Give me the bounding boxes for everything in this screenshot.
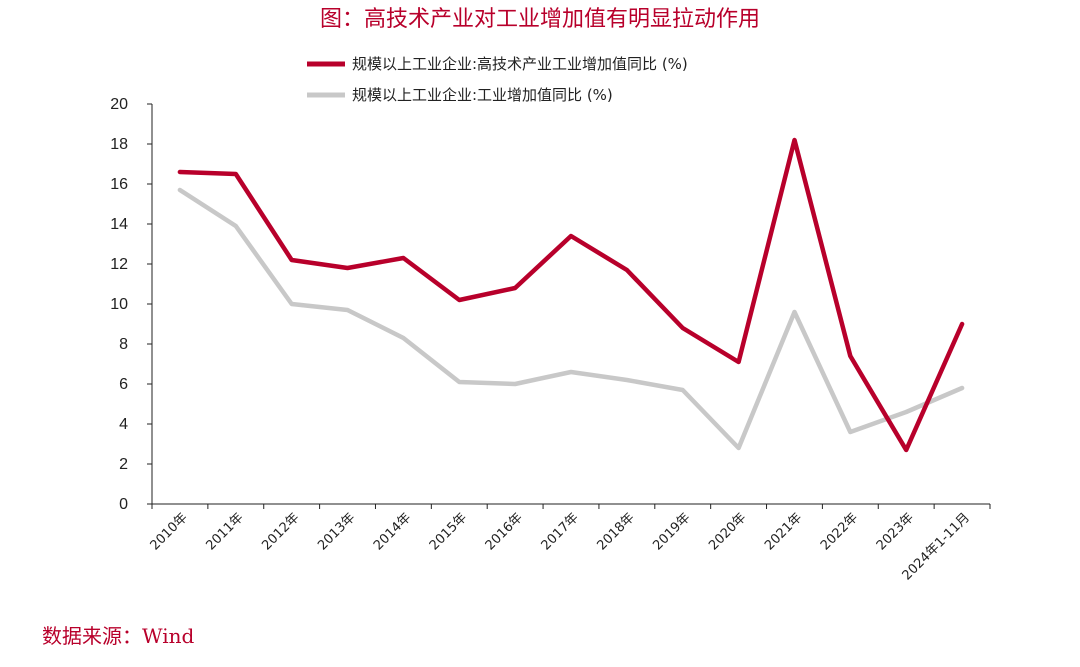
x-tick-label: 2019年 xyxy=(650,510,693,553)
y-tick-label: 6 xyxy=(119,376,128,393)
y-tick-label: 14 xyxy=(110,216,128,233)
x-tick-label: 2021年 xyxy=(762,510,805,553)
legend-label-primary: 规模以上工业企业:高技术产业工业增加值同比 (%) xyxy=(352,55,688,73)
axes xyxy=(151,104,990,505)
y-tick-label: 2 xyxy=(119,456,128,473)
chart-title: 图：高技术产业对工业增加值有明显拉动作用 xyxy=(320,7,760,32)
legend: 规模以上工业企业:高技术产业工业增加值同比 (%) 规模以上工业企业:工业增加值… xyxy=(307,55,688,104)
x-axis-ticks: 2010年 2011年 2012年 2013年 2014年 2015年 2016年 2017年… xyxy=(148,504,991,583)
x-tick-label: 2015年 xyxy=(427,510,470,553)
x-tick-label: 2012年 xyxy=(259,510,302,553)
x-tick-label: 2011年 xyxy=(203,510,246,553)
x-tick-label: 2022年 xyxy=(818,510,861,553)
x-tick-label: 2010年 xyxy=(148,510,191,553)
series-line-high-tech xyxy=(177,137,965,453)
x-tick-label: 2016年 xyxy=(483,510,526,553)
y-tick-label: 16 xyxy=(110,176,128,193)
y-tick-label: 0 xyxy=(119,496,128,513)
y-tick-label: 10 xyxy=(110,296,128,313)
series-lines xyxy=(177,137,965,453)
y-tick-label: 12 xyxy=(110,256,128,273)
x-tick-label: 2017年 xyxy=(539,510,582,553)
series-line-industrial xyxy=(177,187,965,451)
source-note: 数据来源：Wind xyxy=(42,624,194,648)
x-tick-label: 2013年 xyxy=(315,510,358,553)
y-tick-label: 18 xyxy=(110,136,128,153)
y-tick-label: 4 xyxy=(119,416,128,433)
x-tick-label: 2018年 xyxy=(594,510,637,553)
x-tick-label: 2023年 xyxy=(874,510,917,553)
y-tick-label: 8 xyxy=(119,336,128,353)
y-tick-label: 20 xyxy=(110,96,128,113)
legend-label-secondary: 规模以上工业企业:工业增加值同比 (%) xyxy=(352,86,613,104)
x-tick-label: 2020年 xyxy=(706,510,749,553)
y-axis-ticks: 0 2 4 6 8 10 12 14 16 18 20 xyxy=(110,96,152,513)
x-tick-label: 2014年 xyxy=(371,510,414,553)
